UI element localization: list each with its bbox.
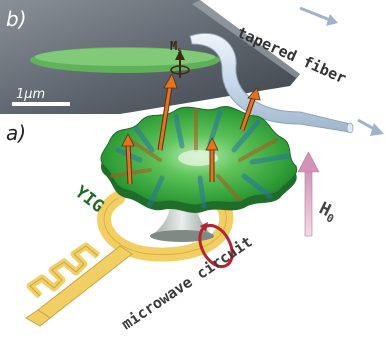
magnetization-arrow bbox=[205, 137, 219, 182]
yig-disk bbox=[100, 106, 298, 213]
scale-bar bbox=[12, 102, 70, 106]
scale-bar-label: 1μm bbox=[16, 87, 45, 102]
ms-indicator: Ms bbox=[170, 39, 190, 78]
fiber-in-arrow bbox=[299, 6, 331, 22]
magnetization-arrow bbox=[157, 73, 178, 151]
panel-b-sem-image: 1μm b) bbox=[0, 0, 300, 114]
magnetization-arrow bbox=[121, 133, 135, 185]
panel-b-label: b) bbox=[6, 7, 27, 31]
h0-label: H0 bbox=[315, 199, 340, 226]
magnetization-arrow bbox=[239, 87, 261, 131]
current-loop bbox=[198, 222, 234, 269]
ms-label: Ms bbox=[170, 39, 182, 55]
magnetization-arrows bbox=[121, 73, 261, 185]
panel-a-label: a) bbox=[6, 121, 26, 145]
field-arrow: H0 bbox=[297, 151, 340, 237]
